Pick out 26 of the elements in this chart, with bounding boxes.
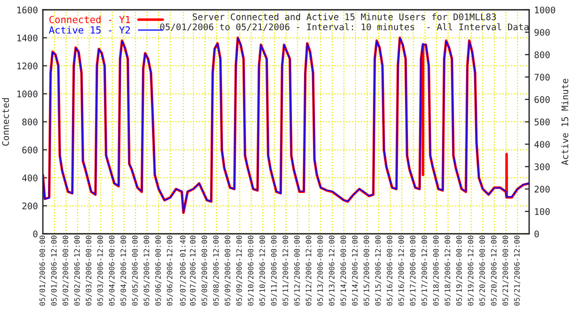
y2-tick-label: 200 — [534, 186, 550, 193]
y-tick-label: 1000 — [17, 90, 38, 98]
y-tick-label: 1600 — [17, 6, 38, 14]
text: 05/01/2006 to 05/21/2006 - Interval: 10 minutes - All Interval Data — [160, 23, 528, 31]
y2-tick-label: 1000 — [535, 6, 556, 14]
y2-tick-label: 700 — [534, 74, 550, 81]
y-tick-label: 600 — [22, 146, 38, 154]
y-tick-label: 200 — [22, 202, 38, 210]
y2-axis-title: Active 15 Minute — [561, 78, 568, 166]
y2-tick-label: 600 — [534, 96, 550, 103]
y2-tick-label: 100 — [535, 208, 550, 215]
y-tick-label: 0 — [33, 230, 38, 238]
y-tick-label: 1400 — [17, 34, 38, 42]
y-tick-label: 800 — [22, 118, 38, 126]
y2-tick-label: 0 — [534, 230, 539, 238]
chart-title: Server Connected and Active 15 Minute Users for D01MLL83 — [192, 13, 496, 20]
y2-tick-label: 400 — [534, 140, 550, 148]
y-tick-label: 1200 — [17, 62, 38, 70]
legend-label: Active 15 - Y2 — [48, 26, 130, 34]
y-axis-title: Connected — [2, 98, 9, 146]
y-tick-label: 400 — [22, 174, 38, 182]
y2-tick-label: 500 — [534, 118, 550, 126]
y2-tick-label: 800 — [534, 51, 550, 58]
y2-tick-label: 300 — [534, 163, 550, 170]
legend-label: Connected - Y1 — [49, 16, 130, 24]
y2-tick-label: 900 — [534, 28, 550, 36]
